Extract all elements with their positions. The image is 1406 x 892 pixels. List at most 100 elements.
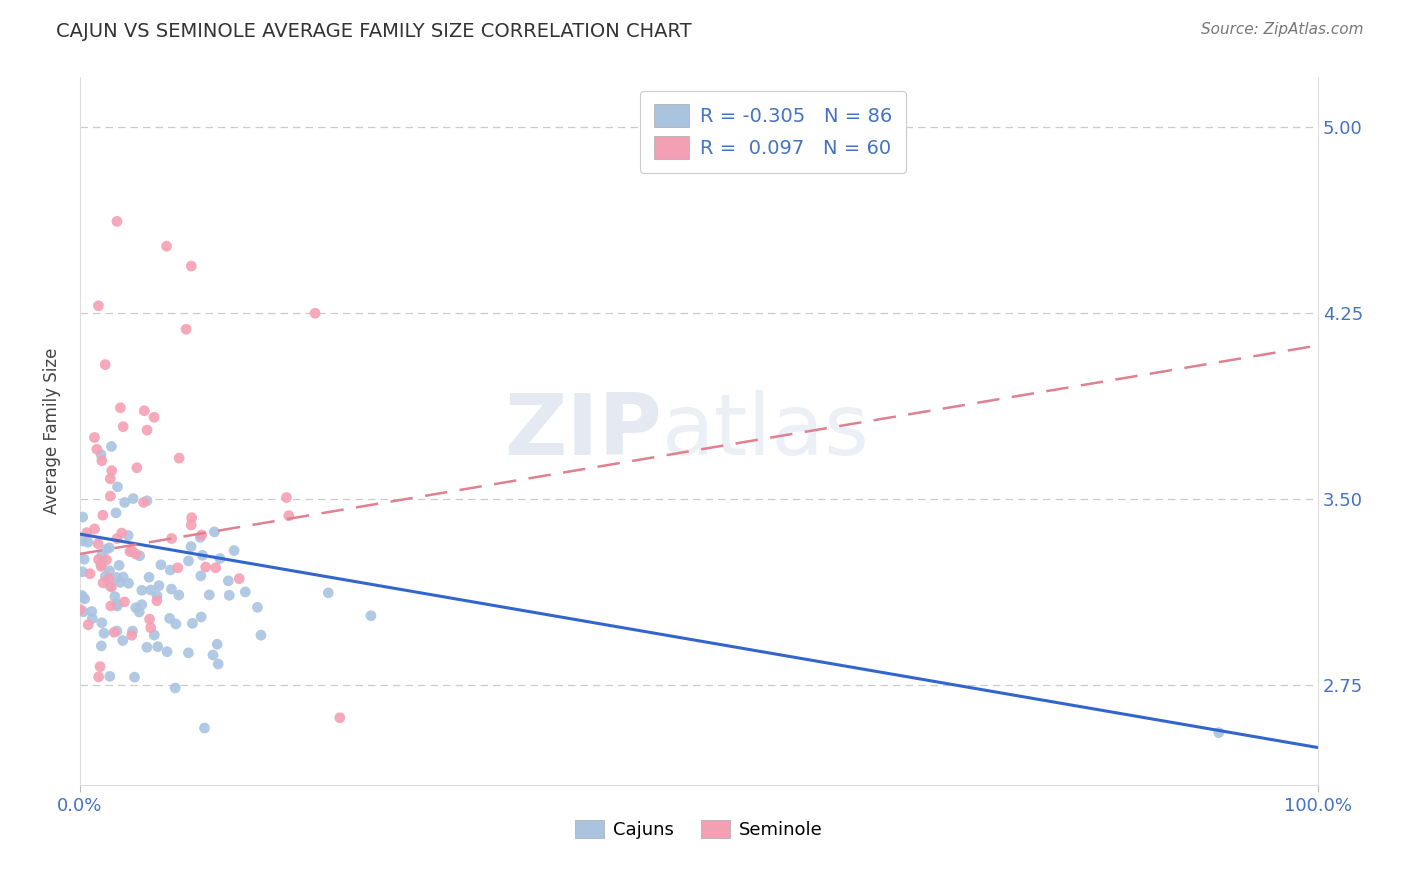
- Point: [128, 549, 150, 563]
- Point: [136, 423, 159, 437]
- Point: [194, 560, 217, 574]
- Point: [82, 611, 104, 625]
- Point: [204, 524, 226, 539]
- Point: [73, 552, 96, 566]
- Point: [105, 214, 128, 228]
- Text: Source: ZipAtlas.com: Source: ZipAtlas.com: [1201, 22, 1364, 37]
- Point: [190, 528, 212, 542]
- Point: [181, 616, 204, 631]
- Point: [100, 440, 122, 454]
- Point: [117, 576, 139, 591]
- Point: [76, 525, 98, 540]
- Text: ZIP: ZIP: [503, 390, 662, 473]
- Point: [90, 559, 112, 574]
- Point: [177, 646, 200, 660]
- Point: [90, 615, 112, 630]
- Point: [87, 537, 110, 551]
- Point: [103, 625, 125, 640]
- Point: [208, 551, 231, 566]
- Point: [136, 640, 159, 655]
- Text: atlas: atlas: [662, 390, 870, 473]
- Point: [72, 510, 94, 524]
- Point: [188, 530, 211, 544]
- Point: [191, 549, 214, 563]
- Point: [111, 633, 134, 648]
- Point: [70, 589, 93, 603]
- Point: [180, 518, 202, 533]
- Point: [277, 508, 299, 523]
- Point: [105, 506, 128, 520]
- Point: [83, 430, 105, 444]
- Point: [98, 541, 121, 555]
- Point: [90, 639, 112, 653]
- Point: [91, 508, 114, 523]
- Point: [180, 259, 202, 273]
- Point: [79, 566, 101, 581]
- Point: [165, 617, 187, 632]
- Point: [98, 472, 121, 486]
- Point: [90, 548, 112, 562]
- Point: [180, 540, 202, 554]
- Point: [198, 588, 221, 602]
- Point: [72, 565, 94, 579]
- Point: [159, 563, 181, 577]
- Point: [228, 572, 250, 586]
- Point: [94, 569, 117, 583]
- Point: [105, 624, 128, 638]
- Point: [87, 670, 110, 684]
- Point: [128, 605, 150, 619]
- Point: [250, 628, 273, 642]
- Point: [107, 480, 129, 494]
- Point: [98, 572, 121, 586]
- Point: [201, 648, 224, 662]
- Legend: R = -0.305   N = 86, R =  0.097   N = 60: R = -0.305 N = 86, R = 0.097 N = 60: [640, 91, 905, 172]
- Point: [218, 588, 240, 602]
- Point: [146, 593, 169, 607]
- Point: [149, 558, 172, 572]
- Point: [105, 597, 128, 611]
- Point: [77, 617, 100, 632]
- Point: [190, 569, 212, 583]
- Point: [360, 608, 382, 623]
- Point: [159, 611, 181, 625]
- Point: [146, 589, 169, 603]
- Point: [86, 442, 108, 457]
- Point: [160, 582, 183, 596]
- Point: [136, 493, 159, 508]
- Point: [72, 605, 94, 619]
- Point: [100, 599, 122, 613]
- Point: [165, 681, 187, 695]
- Point: [204, 561, 226, 575]
- Point: [87, 552, 110, 566]
- Point: [304, 306, 326, 320]
- Point: [125, 460, 148, 475]
- Point: [125, 600, 148, 615]
- Point: [167, 451, 190, 466]
- Y-axis label: Average Family Size: Average Family Size: [44, 348, 60, 515]
- Point: [90, 448, 112, 462]
- Point: [91, 556, 114, 570]
- Point: [105, 599, 128, 613]
- Point: [114, 595, 136, 609]
- Point: [246, 600, 269, 615]
- Point: [190, 610, 212, 624]
- Point: [77, 535, 100, 549]
- Point: [110, 575, 132, 590]
- Point: [104, 590, 127, 604]
- Point: [108, 558, 131, 573]
- Text: CAJUN VS SEMINOLE AVERAGE FAMILY SIZE CORRELATION CHART: CAJUN VS SEMINOLE AVERAGE FAMILY SIZE CO…: [56, 22, 692, 41]
- Point: [121, 543, 143, 558]
- Point: [121, 628, 143, 642]
- Point: [83, 522, 105, 536]
- Point: [100, 464, 122, 478]
- Point: [138, 612, 160, 626]
- Point: [177, 554, 200, 568]
- Point: [276, 491, 298, 505]
- Point: [124, 670, 146, 684]
- Point: [87, 299, 110, 313]
- Point: [180, 510, 202, 524]
- Point: [80, 605, 103, 619]
- Point: [96, 542, 118, 557]
- Point: [217, 574, 239, 588]
- Point: [125, 547, 148, 561]
